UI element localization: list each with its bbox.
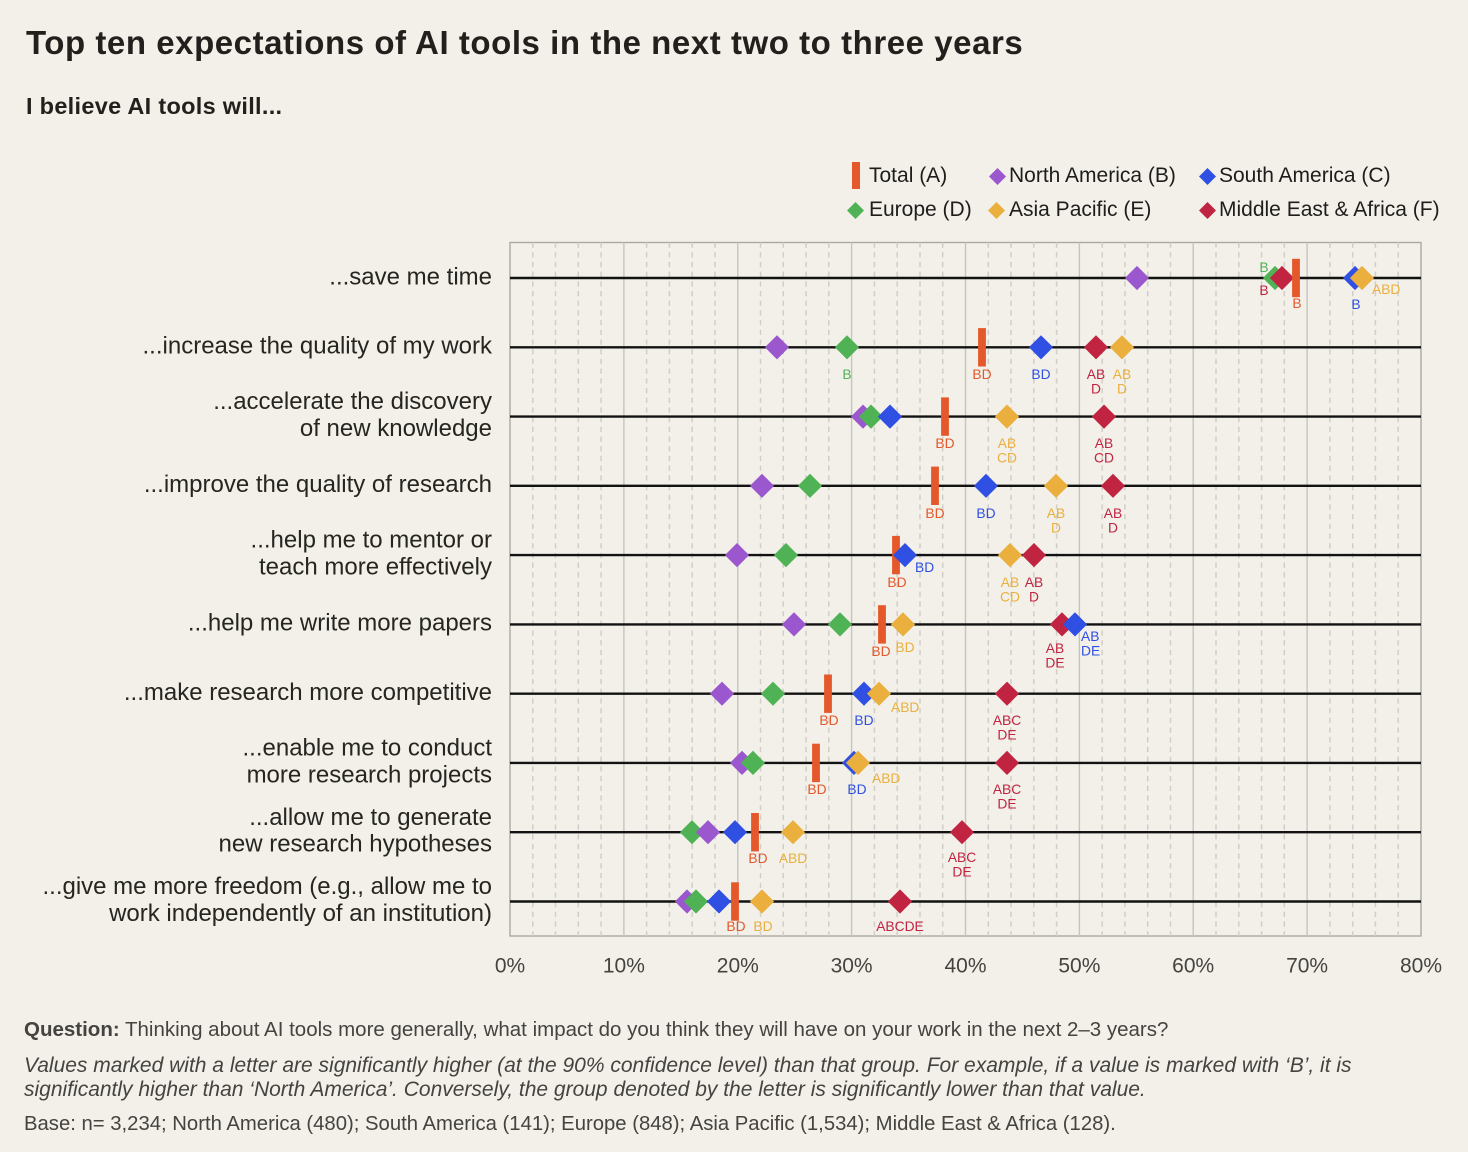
svg-text:ABCDE: ABCDE: [876, 919, 924, 934]
svg-text:ABD: ABD: [1025, 575, 1043, 605]
svg-text:ABD: ABD: [1113, 367, 1131, 397]
svg-text:BD: BD: [753, 919, 772, 934]
svg-text:ABD: ABD: [1104, 506, 1122, 536]
svg-text:60%: 60%: [1172, 955, 1214, 978]
svg-text:BD: BD: [871, 644, 890, 659]
svg-text:30%: 30%: [831, 955, 873, 978]
svg-text:BD: BD: [726, 919, 745, 934]
svg-text:BD: BD: [976, 506, 995, 521]
svg-text:BD: BD: [925, 506, 944, 521]
svg-text:...make research more competit: ...make research more competitive: [124, 679, 492, 706]
svg-text:80%: 80%: [1400, 955, 1442, 978]
svg-text:ABCD: AB CD: [1094, 436, 1114, 466]
svg-text:...improve the quality of rese: ...improve the quality of research: [144, 471, 492, 498]
svg-text:50%: 50%: [1058, 955, 1100, 978]
svg-text:ABCDE: ABCDE: [993, 713, 1021, 743]
svg-text:ABD: ABD: [1087, 367, 1105, 397]
svg-text:ABCD: AB CD: [1000, 575, 1020, 605]
svg-text:...help me write more papers: ...help me write more papers: [188, 610, 492, 637]
svg-text:ABD: ABD: [1047, 506, 1065, 536]
svg-text:ABD: ABD: [1372, 282, 1400, 297]
svg-text:0%: 0%: [495, 955, 525, 978]
svg-text:BD: BD: [748, 851, 767, 866]
svg-text:ABCDE: ABCDE: [993, 782, 1021, 812]
svg-text:BD: BD: [847, 782, 866, 797]
svg-text:BD: BD: [854, 713, 873, 728]
svg-text:40%: 40%: [944, 955, 986, 978]
svg-text:B: B: [1259, 260, 1268, 275]
svg-text:ABD: ABD: [779, 851, 807, 866]
svg-text:BD: BD: [895, 640, 914, 655]
svg-text:BD: BD: [887, 575, 906, 590]
svg-text:BD: BD: [1031, 367, 1050, 382]
svg-text:70%: 70%: [1286, 955, 1328, 978]
svg-text:B: B: [1292, 296, 1301, 311]
svg-text:BD: BD: [807, 782, 826, 797]
svg-text:ABD: ABD: [891, 700, 919, 715]
svg-text:B: B: [1351, 297, 1360, 312]
svg-text:BD: BD: [935, 436, 954, 451]
svg-text:ABCD: AB CD: [997, 436, 1017, 466]
svg-text:B: B: [842, 367, 851, 382]
svg-text:ABCDE: ABCDE: [948, 850, 976, 880]
svg-text:B: B: [1259, 283, 1268, 298]
svg-text:...increase the quality of my: ...increase the quality of my work: [143, 333, 493, 360]
svg-text:20%: 20%: [717, 955, 759, 978]
svg-text:...save me time: ...save me time: [329, 263, 492, 290]
svg-text:...give me more freedom (e.g.,: ...give me more freedom (e.g., allow me …: [42, 873, 492, 927]
svg-text:BD: BD: [819, 713, 838, 728]
svg-text:BD: BD: [915, 560, 934, 575]
svg-text:ABD: ABD: [872, 771, 900, 786]
svg-text:BD: BD: [972, 367, 991, 382]
svg-text:10%: 10%: [603, 955, 645, 978]
